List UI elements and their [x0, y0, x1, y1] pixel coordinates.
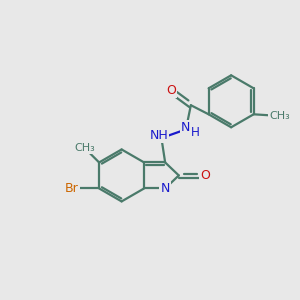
Text: N: N: [181, 121, 190, 134]
Text: N: N: [160, 182, 170, 195]
Text: NH: NH: [149, 130, 168, 142]
Text: H: H: [191, 126, 200, 139]
Text: O: O: [200, 169, 210, 182]
Text: CH₃: CH₃: [269, 111, 290, 121]
Text: CH₃: CH₃: [74, 143, 95, 153]
Text: Br: Br: [65, 182, 79, 195]
Text: O: O: [167, 84, 176, 98]
